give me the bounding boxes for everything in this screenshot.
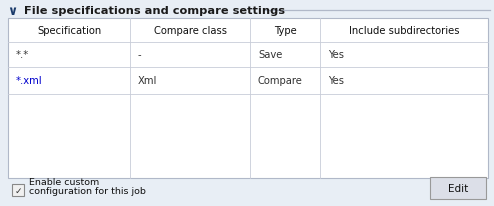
Text: Compare: Compare (258, 76, 303, 86)
Text: Yes: Yes (328, 76, 344, 86)
Text: configuration for this job: configuration for this job (29, 186, 146, 195)
Text: ✓: ✓ (14, 186, 22, 194)
Text: Include subdirectories: Include subdirectories (349, 26, 459, 36)
Text: Specification: Specification (37, 26, 101, 36)
Text: Yes: Yes (328, 50, 344, 60)
Bar (12, 184, 24, 196)
Text: Enable custom: Enable custom (29, 177, 99, 186)
Text: File specifications and compare settings: File specifications and compare settings (24, 6, 285, 16)
Text: Edit: Edit (448, 183, 468, 193)
Text: ∨: ∨ (7, 5, 17, 18)
Text: Xml: Xml (138, 76, 158, 86)
Text: -: - (138, 50, 142, 60)
Bar (8, 19, 488, 178)
Text: Compare class: Compare class (154, 26, 227, 36)
Text: *.xml: *.xml (16, 76, 42, 86)
Text: Type: Type (274, 26, 296, 36)
Text: Save: Save (258, 50, 283, 60)
Text: *.*: *.* (16, 50, 29, 60)
Bar (430, 177, 486, 199)
